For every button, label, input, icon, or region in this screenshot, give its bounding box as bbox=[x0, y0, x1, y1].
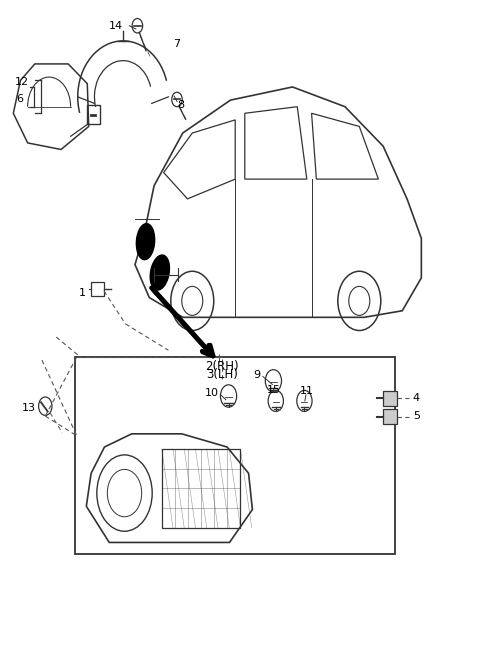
Text: 12: 12 bbox=[15, 77, 29, 87]
Bar bbox=[75, 357, 395, 555]
Text: 8: 8 bbox=[177, 100, 184, 110]
FancyBboxPatch shape bbox=[383, 391, 397, 406]
Text: 9: 9 bbox=[253, 370, 261, 380]
Text: 13: 13 bbox=[22, 403, 36, 413]
FancyBboxPatch shape bbox=[383, 409, 397, 424]
Ellipse shape bbox=[150, 255, 169, 290]
Text: 7: 7 bbox=[173, 39, 180, 49]
Text: 10: 10 bbox=[204, 388, 218, 398]
Text: 11: 11 bbox=[300, 386, 314, 396]
Text: 14: 14 bbox=[109, 20, 123, 31]
Bar bbox=[87, 104, 100, 124]
Text: 1: 1 bbox=[79, 288, 86, 298]
Text: 3(LH): 3(LH) bbox=[206, 368, 238, 381]
Ellipse shape bbox=[136, 223, 155, 260]
Bar bbox=[162, 449, 240, 528]
Text: 15: 15 bbox=[266, 385, 280, 395]
Text: 6: 6 bbox=[16, 94, 23, 104]
Text: 4: 4 bbox=[413, 393, 420, 403]
Text: 2(RH): 2(RH) bbox=[205, 360, 239, 373]
Text: 5: 5 bbox=[413, 411, 420, 421]
Bar bbox=[91, 282, 104, 295]
